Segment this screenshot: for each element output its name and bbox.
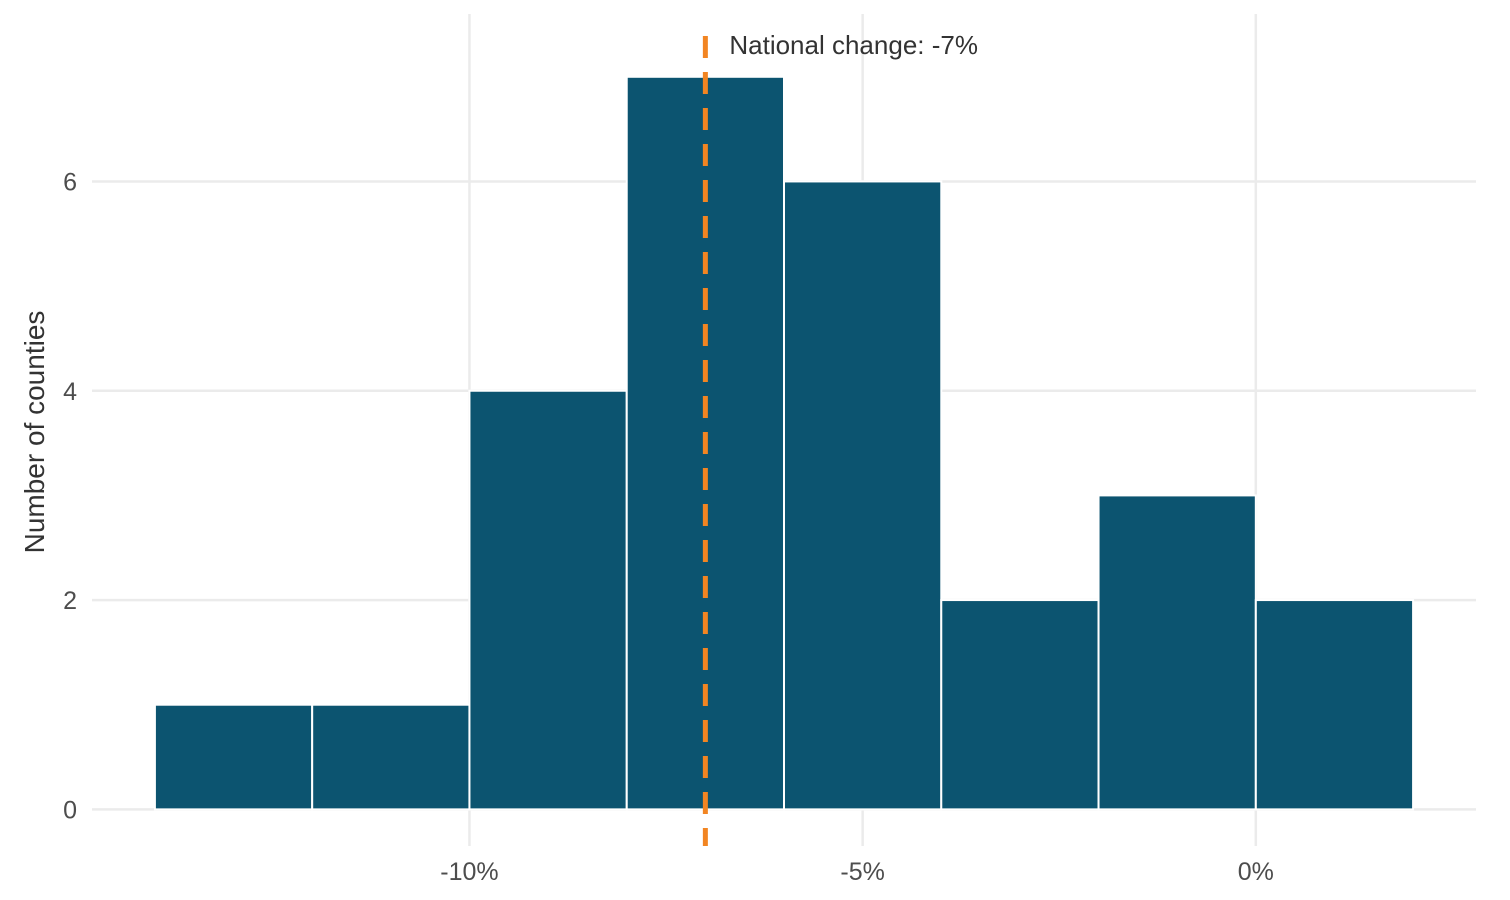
histogram-bar bbox=[1254, 599, 1415, 811]
y-tick-label: 0 bbox=[63, 796, 77, 824]
histogram-bars bbox=[153, 75, 1415, 811]
histogram-bar bbox=[311, 703, 471, 811]
histogram-bar bbox=[783, 180, 943, 811]
y-axis-title: Number of counties bbox=[19, 311, 50, 554]
histogram-bar bbox=[468, 389, 628, 811]
x-tick-label: -10% bbox=[440, 858, 498, 886]
histogram-bar bbox=[153, 703, 314, 811]
national-change-annotation: National change: -7% bbox=[729, 30, 978, 60]
x-tick-label: -5% bbox=[840, 858, 884, 886]
x-tick-label: 0% bbox=[1238, 858, 1274, 886]
x-axis-ticks: -10% -5% 0% bbox=[440, 858, 1274, 886]
y-tick-label: 4 bbox=[63, 378, 77, 406]
y-tick-label: 6 bbox=[63, 168, 77, 196]
histogram-bar bbox=[940, 599, 1100, 811]
reference-line-group: National change: -7% bbox=[702, 30, 978, 846]
y-axis-ticks: 0 2 4 6 bbox=[63, 168, 77, 824]
histogram-bar bbox=[1097, 494, 1257, 811]
y-tick-label: 2 bbox=[63, 587, 77, 615]
